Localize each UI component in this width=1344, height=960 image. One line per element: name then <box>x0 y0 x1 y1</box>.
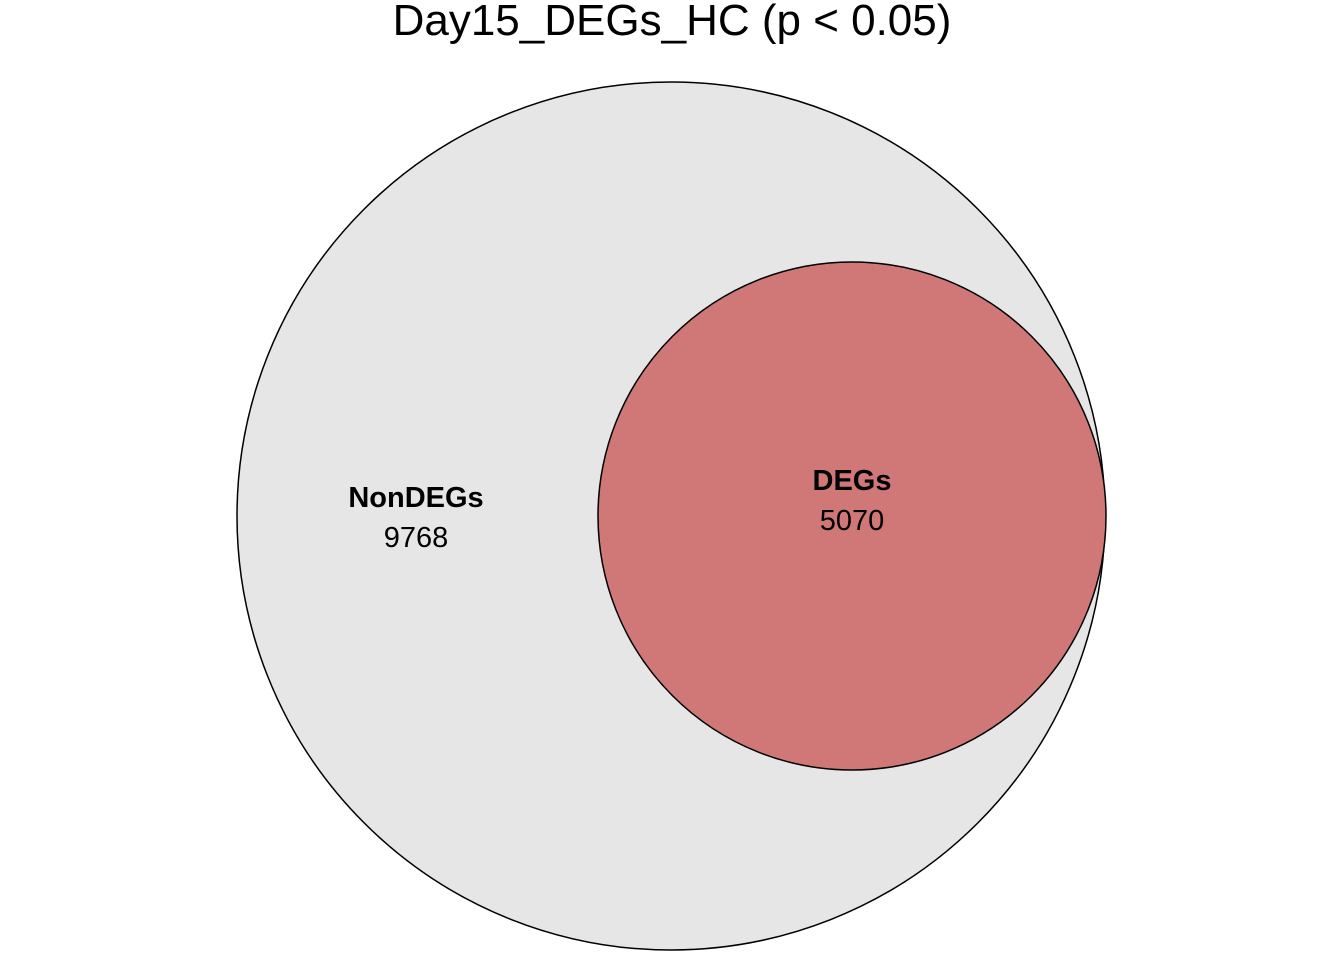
degs-count: 5070 <box>820 505 885 537</box>
degs-circle <box>597 261 1107 771</box>
chart-title: Day15_DEGs_HC (p < 0.05) <box>392 0 952 45</box>
nondegs-label: NonDEGs <box>348 482 483 514</box>
nondegs-count: 9768 <box>384 522 449 554</box>
degs-label: DEGs <box>813 465 892 497</box>
